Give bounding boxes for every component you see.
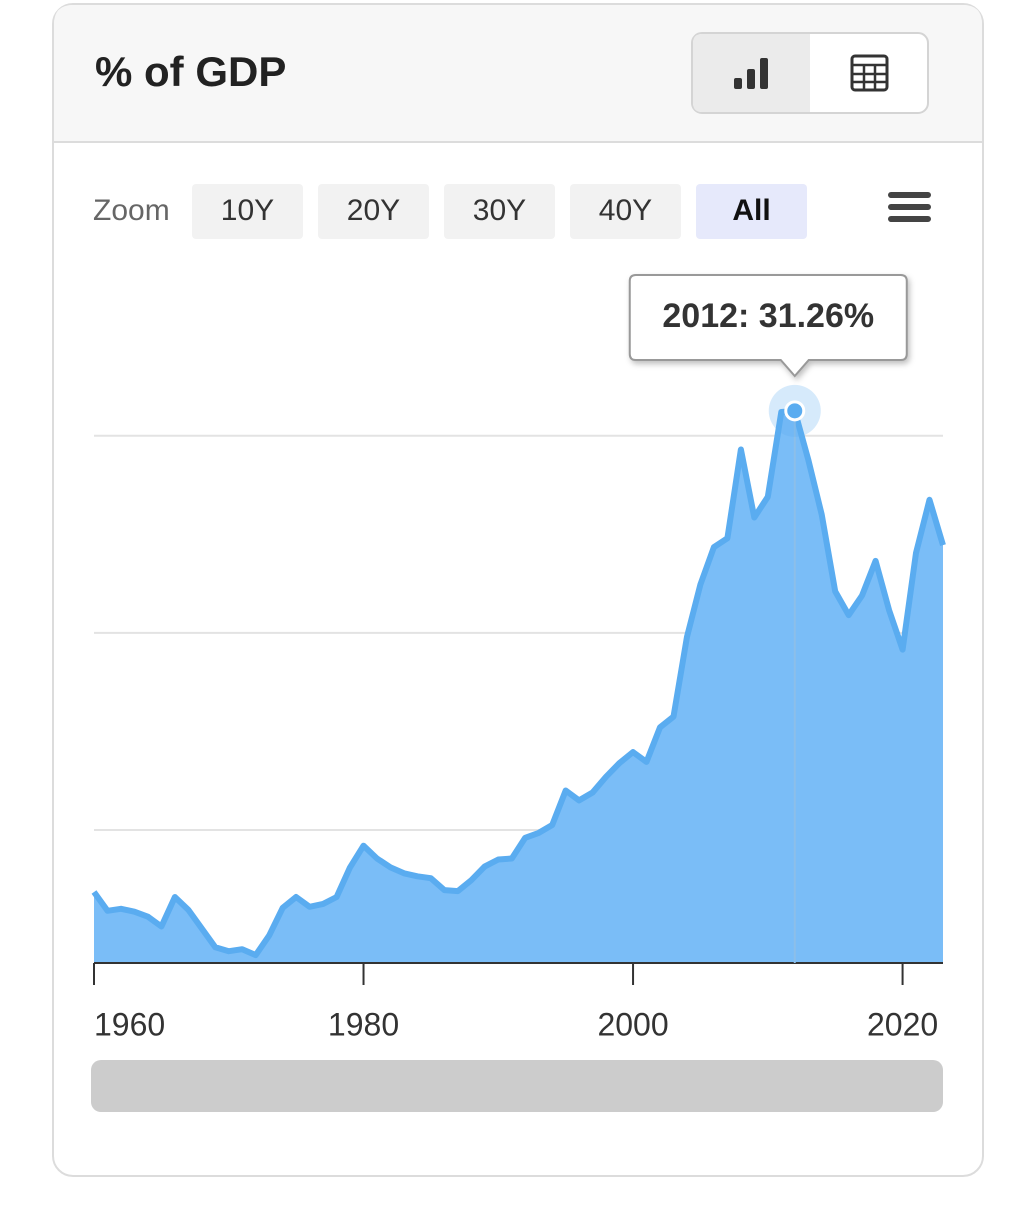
card <box>52 3 984 1177</box>
zoom-button[interactable] <box>570 184 681 239</box>
zoom-button-label: All <box>732 194 770 227</box>
menu-button[interactable] <box>888 192 931 222</box>
zoom-button-label: 10Y <box>221 194 274 227</box>
zoom-button-label: 20Y <box>347 194 400 227</box>
zoom-button[interactable] <box>696 184 807 239</box>
chart-title: % of GDP <box>95 48 286 95</box>
x-tick-label: 2000 <box>597 1006 668 1042</box>
zoom-button[interactable] <box>192 184 303 239</box>
x-tick-label: 1980 <box>328 1006 399 1042</box>
area-line <box>91 407 946 959</box>
zoom-button-label: 40Y <box>599 194 652 227</box>
view-toggle <box>691 32 929 114</box>
area-fill <box>94 410 943 963</box>
x-tick-label: 1960 <box>94 1006 165 1042</box>
bar-icon <box>734 58 768 89</box>
table-view-button[interactable] <box>812 35 926 111</box>
tooltip-text: 2012: 31.26% <box>662 297 874 335</box>
x-tick-label: 2020 <box>867 1006 938 1042</box>
hover-point <box>784 400 806 422</box>
scrollbar[interactable] <box>91 1060 943 1112</box>
tooltip-box <box>628 274 908 378</box>
zoom-label: Zoom <box>93 194 170 227</box>
zoom-button[interactable] <box>318 184 429 239</box>
zoom-button-label: 30Y <box>473 194 526 227</box>
zoom-button[interactable] <box>444 184 555 239</box>
